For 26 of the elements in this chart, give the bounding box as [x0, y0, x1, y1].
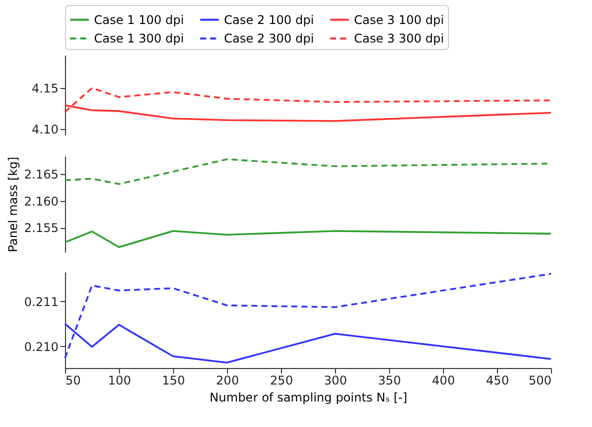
x-tick-label: 450 — [486, 374, 509, 388]
legend-label: Case 3 300 dpi — [354, 32, 444, 46]
line-series — [64, 230, 552, 248]
x-tick-label: 400 — [432, 374, 455, 388]
x-axis-title: Number of sampling points Nₛ [-] — [210, 390, 408, 404]
legend-label: Case 1 300 dpi — [94, 32, 184, 46]
legend-label: Case 2 300 dpi — [224, 32, 314, 46]
x-tick-label: 200 — [216, 374, 239, 388]
legend-label: Case 1 100 dpi — [94, 12, 184, 27]
x-tick-label: 100 — [108, 374, 131, 388]
y-tick-label: 2.165 — [24, 167, 58, 182]
y-tick-label: 2.160 — [24, 194, 58, 208]
y-tick-label: 4.15 — [32, 81, 58, 96]
x-tick-label: 500 — [528, 374, 552, 388]
y-axis-title: Panel mass [kg] — [6, 156, 20, 252]
x-tick-label: 250 — [270, 374, 293, 388]
x-tick-label: 50 — [66, 374, 81, 388]
x-tick-label: 300 — [324, 374, 347, 388]
legend-label: Case 2 100 dpi — [224, 12, 314, 27]
legend-label: Case 3 100 dpi — [354, 12, 444, 27]
y-tick-label: 2.155 — [24, 221, 58, 236]
y-tick-label: 4.10 — [32, 122, 58, 137]
y-tick-label: 0.210 — [24, 340, 58, 354]
y-tick-label: 0.211 — [24, 294, 58, 309]
x-tick-label: 350 — [378, 374, 401, 388]
x-tick-label: 150 — [162, 374, 185, 388]
